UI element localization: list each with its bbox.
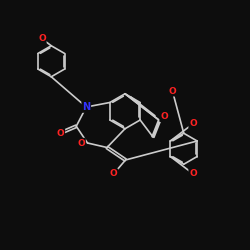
Text: O: O	[160, 112, 168, 121]
Text: O: O	[189, 119, 197, 128]
Text: O: O	[78, 138, 85, 147]
Text: O: O	[38, 34, 46, 43]
Text: O: O	[189, 169, 197, 178]
Text: O: O	[168, 87, 176, 96]
Text: O: O	[56, 128, 64, 138]
Text: N: N	[82, 102, 90, 112]
Text: O: O	[110, 169, 118, 178]
